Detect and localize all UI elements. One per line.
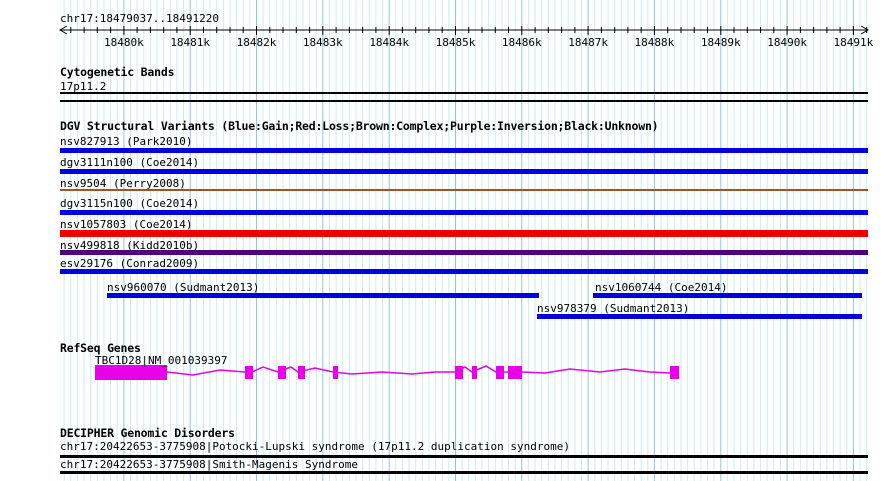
gene-exon-box[interactable] [278,366,286,379]
variant-bar-gain[interactable] [107,293,539,298]
variant-bar-gain[interactable] [537,314,862,319]
variant-label: nsv827913 (Park2010) [60,135,193,148]
refseq-gene-label: TBC1D28|NM_001039397 [95,354,228,367]
ruler-tick-label: 18486k [502,36,542,49]
ruler-tick-label: 18491k [834,36,874,49]
ruler-right-arrow-icon [860,25,870,35]
gene-exon-box[interactable] [245,366,253,379]
gene-exon-box[interactable] [298,366,305,379]
cytogenetic-band-bar[interactable] [60,100,868,102]
variant-bar-gain[interactable] [60,148,868,153]
decipher-disorder-bar[interactable] [60,471,868,474]
variant-label: dgv3115n100 (Coe2014) [60,197,200,210]
variant-label: nsv978379 (Sudmant2013) [537,302,690,315]
ruler-tick-label: 18480k [104,36,144,49]
decipher-entry-potocki-lupski[interactable]: chr17:20422653-3775908|Potocki-Lupski sy… [60,440,570,453]
gene-exon-box[interactable] [508,366,522,379]
ruler-tick-label: 18482k [237,36,277,49]
decipher-entry-smith-magenis[interactable]: chr17:20422653-3775908|Smith-Magenis Syn… [60,458,359,471]
gene-exon-box[interactable] [95,365,167,380]
ruler-tick-label: 18484k [369,36,409,49]
refseq-section-title: RefSeq Genes [60,341,141,355]
gene-exon-box[interactable] [455,366,463,379]
variant-bar-gain[interactable] [60,210,868,215]
variant-label: nsv499818 (Kidd2010b) [60,239,200,252]
ruler-tick-label: 18483k [303,36,343,49]
variant-label: nsv1057803 (Coe2014) [60,218,193,231]
cytogenetic-section-title: Cytogenetic Bands [60,65,175,79]
ruler-tick-label: 18490k [767,36,807,49]
ruler-left-arrow-icon [58,25,68,35]
ruler-tick-label: 18481k [170,36,210,49]
cytogenetic-band-bar[interactable] [60,92,868,94]
variant-bar-gain[interactable] [593,293,862,298]
variant-bar-loss[interactable] [60,230,868,237]
gene-exon-box[interactable] [496,366,504,379]
ruler-tick-label: 18487k [568,36,608,49]
variant-bar-gain[interactable] [60,169,868,174]
cytogenetic-band-label: 17p11.2 [60,80,107,93]
variant-bar-inversion[interactable] [60,250,868,255]
variant-label: nsv1060744 (Coe2014) [595,281,728,294]
ruler-tick-label: 18485k [436,36,476,49]
decipher-section-title: DECIPHER Genomic Disorders [60,426,235,440]
variant-bar-complex[interactable] [60,189,868,191]
variant-label: dgv3111n100 (Coe2014) [60,156,200,169]
variant-label: nsv960070 (Sudmant2013) [107,281,260,294]
variant-label: esv29176 (Conrad2009) [60,257,200,270]
gene-intron-line[interactable] [166,365,671,376]
variant-label: nsv9504 (Perry2008) [60,177,186,190]
dgv-section-title: DGV Structural Variants (Blue:Gain;Red:L… [60,119,659,133]
variant-bar-gain[interactable] [60,269,868,274]
ruler-tick-label: 18488k [635,36,675,49]
decipher-disorder-bar[interactable] [60,455,868,458]
region-position-label: chr17:18479037..18491220 [60,12,219,25]
gene-exon-box[interactable] [472,366,477,379]
ruler-tick-label: 18489k [701,36,741,49]
gene-exon-box[interactable] [670,366,679,379]
gene-exon-box[interactable] [333,366,338,379]
